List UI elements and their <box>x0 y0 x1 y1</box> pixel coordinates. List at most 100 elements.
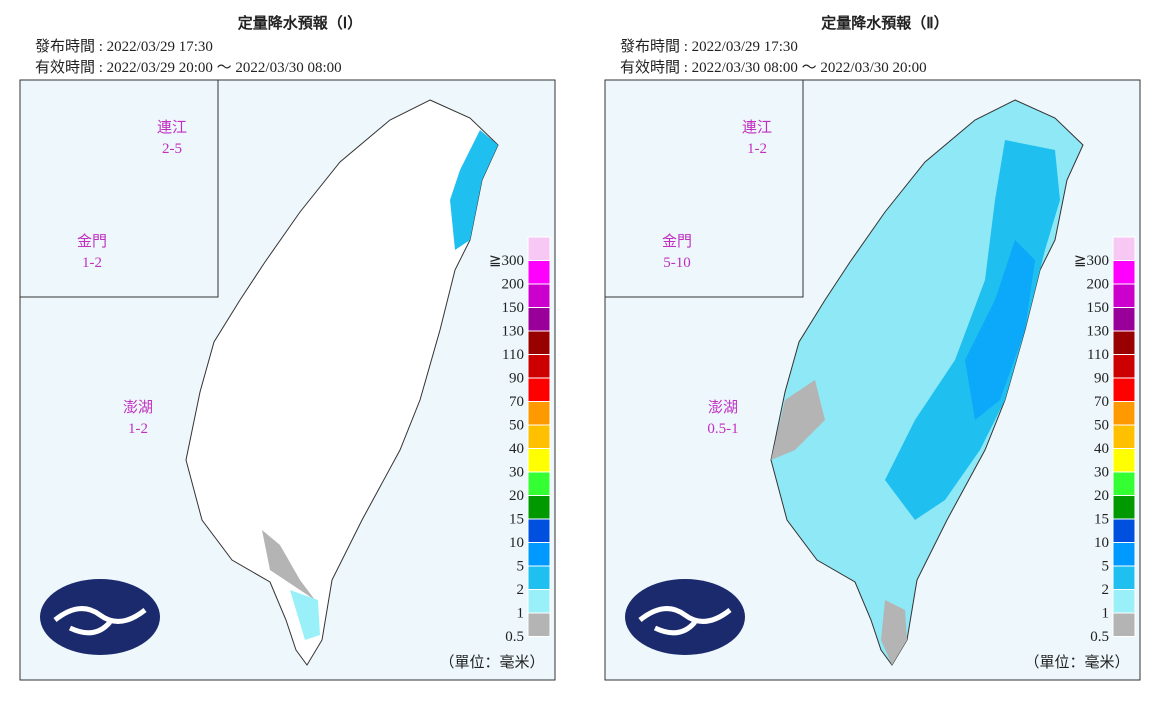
island-name: 連江 <box>742 119 772 136</box>
legend-label: 200 <box>502 277 525 293</box>
legend-label: 0.5 <box>1090 629 1109 645</box>
legend-swatch <box>527 612 551 637</box>
legend-swatch <box>527 518 551 543</box>
legend-label: 90 <box>1094 371 1109 387</box>
legend-label: 5 <box>1102 559 1110 575</box>
panel-title: 定量降水預報（Ⅰ） <box>238 14 362 32</box>
legend-label: 20 <box>1094 488 1109 504</box>
legend-swatch <box>527 495 551 520</box>
legend-swatch <box>1112 565 1136 590</box>
forecast-panel: 定量降水預報（Ⅱ） 發布時間 : 2022/03/29 17:30 有效時間 : 2… <box>604 14 1141 681</box>
legend-label: 130 <box>1087 324 1110 340</box>
legend-swatch <box>527 330 551 355</box>
legend-label: 15 <box>1094 512 1109 528</box>
legend-label: ≧300 <box>1074 253 1109 269</box>
legend-swatch <box>1112 377 1136 402</box>
legend-label: 40 <box>509 441 524 457</box>
legend-swatch <box>527 283 551 308</box>
legend-swatch <box>527 424 551 449</box>
dry-area <box>771 380 825 460</box>
legend-label: 110 <box>1087 347 1109 363</box>
rain-area <box>450 130 498 250</box>
island-name: 金門 <box>77 233 107 250</box>
legend-label: 110 <box>502 347 524 363</box>
legend-swatch <box>1112 542 1136 567</box>
legend-label: 70 <box>1094 394 1109 410</box>
legend-swatch <box>527 260 551 285</box>
legend-label: 150 <box>1087 300 1110 316</box>
island-range: 2-5 <box>162 141 182 157</box>
legend-label: 2 <box>1102 582 1110 598</box>
rain-area <box>965 240 1035 420</box>
legend-label: 10 <box>509 535 524 551</box>
legend-label: 90 <box>509 371 524 387</box>
legend-swatch <box>527 565 551 590</box>
legend-swatch <box>1112 354 1136 379</box>
valid-time: 有效時間 : 2022/03/30 08:00 ～ 2022/03/30 20:… <box>620 59 927 76</box>
island-range: 1-2 <box>747 141 767 157</box>
legend-swatch <box>527 354 551 379</box>
island-range: 5-10 <box>663 255 691 271</box>
legend-label: 20 <box>509 488 524 504</box>
legend-swatch <box>527 377 551 402</box>
legend-swatch <box>1112 424 1136 449</box>
legend-swatch <box>1112 589 1136 614</box>
dry-area <box>262 530 315 600</box>
island-range: 1-2 <box>82 255 102 271</box>
issue-time: 發布時間 : 2022/03/29 17:30 <box>35 38 213 55</box>
island-range: 1-2 <box>128 421 148 437</box>
legend-swatch <box>1112 401 1136 426</box>
panel-title: 定量降水預報（Ⅱ） <box>821 14 948 32</box>
legend-swatch <box>1112 236 1136 261</box>
legend-label: 30 <box>509 465 524 481</box>
dry-area <box>881 600 907 665</box>
island-name: 金門 <box>662 233 692 250</box>
legend-label: 15 <box>509 512 524 528</box>
logo-swirl <box>638 606 732 636</box>
legend-label: 50 <box>509 418 524 434</box>
legend-label: 40 <box>1094 441 1109 457</box>
forecast-panel: 定量降水預報（Ⅰ） 發布時間 : 2022/03/29 17:30 有效時間 : 2… <box>19 14 556 681</box>
legend-label: 1 <box>517 606 525 622</box>
island-range: 0.5-1 <box>707 421 738 437</box>
inset-frame <box>19 79 219 298</box>
legend-label: 150 <box>502 300 525 316</box>
legend-swatch <box>1112 283 1136 308</box>
unit-label: （單位：毫米） <box>1024 653 1129 671</box>
legend-swatch <box>1112 260 1136 285</box>
legend-swatch <box>1112 495 1136 520</box>
rain-area <box>885 140 1060 520</box>
legend-label: 30 <box>1094 465 1109 481</box>
legend-swatch <box>527 471 551 496</box>
valid-time: 有效時間 : 2022/03/29 20:00 ～ 2022/03/30 08:… <box>35 59 342 76</box>
legend-swatch <box>527 236 551 261</box>
legend-swatch <box>1112 612 1136 637</box>
legend-swatch <box>1112 307 1136 332</box>
legend-swatch <box>527 542 551 567</box>
legend-label: 50 <box>1094 418 1109 434</box>
legend-swatch <box>1112 448 1136 473</box>
legend-swatch <box>527 401 551 426</box>
island-name: 澎湖 <box>123 399 153 416</box>
legend-label: 70 <box>509 394 524 410</box>
legend-swatch <box>1112 471 1136 496</box>
legend-label: ≧300 <box>489 253 524 269</box>
legend-swatch <box>527 307 551 332</box>
legend-swatch <box>527 448 551 473</box>
legend-label: 1 <box>1102 606 1110 622</box>
legend-label: 0.5 <box>505 629 524 645</box>
unit-label: （單位：毫米） <box>439 653 544 671</box>
legend-swatch <box>1112 518 1136 543</box>
inset-frame <box>604 79 804 298</box>
light-area <box>290 590 320 640</box>
legend-label: 10 <box>1094 535 1109 551</box>
legend-label: 130 <box>502 324 525 340</box>
issue-time: 發布時間 : 2022/03/29 17:30 <box>620 38 798 55</box>
taiwan <box>185 99 499 666</box>
legend-label: 200 <box>1087 277 1110 293</box>
legend-swatch <box>1112 330 1136 355</box>
legend-label: 2 <box>517 582 525 598</box>
legend-label: 5 <box>517 559 525 575</box>
